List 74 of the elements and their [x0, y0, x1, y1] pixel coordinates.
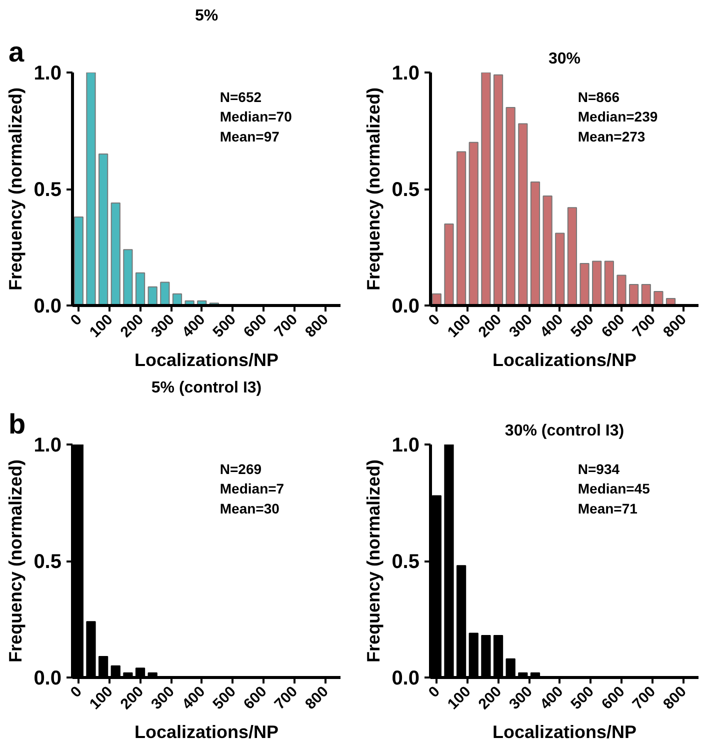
annotation: N=652 — [220, 88, 262, 105]
x-tick-label: 700 — [271, 311, 302, 341]
x-tick-label: 300 — [506, 311, 536, 341]
x-tick-label: 800 — [660, 311, 690, 341]
x-tick-label: 200 — [117, 683, 147, 713]
y-axis-title: Frequency (normalized) — [364, 87, 384, 291]
annotation: N=269 — [220, 460, 262, 477]
x-axis-title: Localizations/NP — [492, 722, 637, 742]
y-tick-label: 1.0 — [392, 62, 420, 84]
annotation: Median=70 — [220, 108, 292, 125]
y-axis-title: Frequency (normalized) — [6, 87, 26, 291]
x-tick-label: 700 — [629, 683, 660, 713]
x-tick-label: 500 — [568, 683, 598, 713]
x-tick-label: 400 — [178, 311, 209, 341]
x-tick-label: 400 — [536, 311, 567, 341]
chart-title: 30% (control I3) — [504, 422, 624, 440]
y-tick-label: 0.5 — [34, 551, 62, 573]
text: b — [8, 408, 26, 440]
x-tick-label: 400 — [536, 683, 567, 713]
x-tick-label: 600 — [598, 683, 628, 713]
x-tick-label: 600 — [240, 683, 270, 713]
x-tick-label: 400 — [178, 683, 209, 713]
x-tick-label: 300 — [148, 311, 178, 341]
x-tick-label: 300 — [506, 683, 536, 713]
x-tick-label: 100 — [444, 683, 474, 713]
y-tick-label: 1.0 — [34, 62, 62, 84]
x-tick-label: 800 — [660, 683, 690, 713]
x-tick-label: 0 — [425, 683, 444, 702]
y-tick-label: 1.0 — [392, 434, 420, 456]
x-tick-label: 600 — [598, 311, 628, 341]
x-tick-label: 0 — [67, 683, 86, 702]
annotation: Mean=97 — [220, 128, 280, 144]
y-axis-title: Frequency (normalized) — [364, 459, 384, 663]
x-tick-label: 500 — [210, 311, 240, 341]
x-axis-title: Localizations/NP — [134, 350, 279, 370]
x-tick-label: 200 — [475, 311, 505, 341]
x-tick-label: 100 — [86, 311, 116, 341]
y-tick-label: 0.0 — [34, 296, 62, 318]
x-tick-label: 0 — [425, 311, 444, 330]
y-tick-label: 0.0 — [392, 296, 420, 318]
x-tick-label: 700 — [271, 683, 302, 713]
x-tick-label: 100 — [444, 311, 474, 341]
text: a — [8, 36, 24, 68]
chart-title: 5% (control I3) — [151, 380, 262, 396]
annotation: Median=7 — [220, 480, 284, 497]
annotation: Mean=273 — [578, 128, 646, 144]
x-axis-title: Localizations/NP — [492, 350, 637, 370]
x-tick-label: 600 — [240, 311, 270, 341]
y-tick-label: 0.5 — [392, 551, 420, 573]
y-tick-label: 1.0 — [34, 434, 62, 456]
x-tick-label: 100 — [86, 683, 116, 713]
annotation: Mean=30 — [220, 500, 280, 516]
x-tick-label: 800 — [302, 311, 332, 341]
y-tick-label: 0.0 — [34, 668, 62, 690]
chart-title: 30% — [548, 50, 581, 68]
x-tick-label: 800 — [302, 683, 332, 713]
annotation: Median=45 — [578, 480, 650, 497]
x-tick-label: 500 — [210, 683, 240, 713]
y-tick-label: 0.0 — [392, 668, 420, 690]
annotation: N=866 — [578, 88, 620, 105]
annotation: Median=239 — [578, 108, 658, 125]
x-tick-label: 0 — [67, 311, 86, 330]
x-tick-label: 200 — [117, 311, 147, 341]
x-tick-label: 300 — [148, 683, 178, 713]
annotation: N=934 — [578, 460, 620, 477]
x-tick-label: 700 — [629, 311, 660, 341]
x-tick-label: 500 — [568, 311, 598, 341]
chart-title: 5% — [194, 8, 218, 24]
y-tick-label: 0.5 — [34, 179, 62, 201]
annotation: Mean=71 — [578, 500, 638, 516]
x-axis-title: Localizations/NP — [134, 722, 279, 742]
y-axis-title: Frequency (normalized) — [6, 459, 26, 663]
x-tick-label: 200 — [475, 683, 505, 713]
y-tick-label: 0.5 — [392, 179, 420, 201]
